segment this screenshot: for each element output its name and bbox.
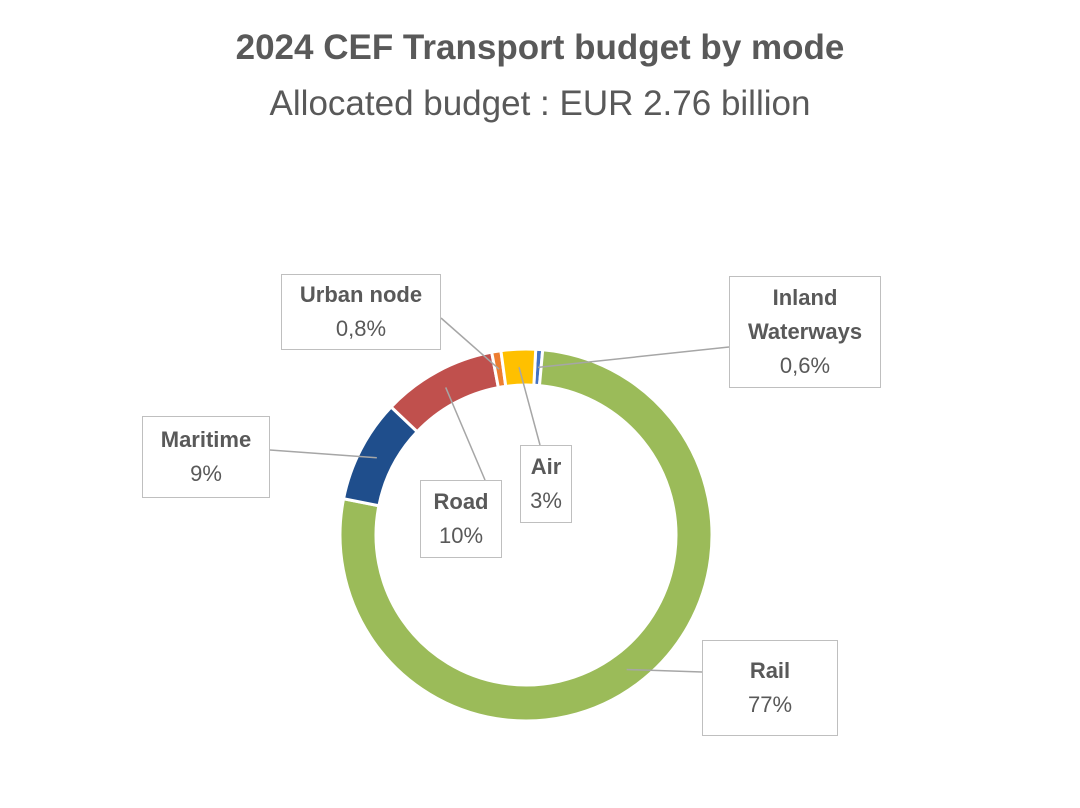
data-label-name: Waterways bbox=[747, 319, 863, 344]
data-label-name: Road bbox=[433, 489, 489, 514]
data-label-name: Maritime bbox=[160, 427, 252, 452]
leader-line-road bbox=[445, 387, 486, 481]
data-label-name: Urban node bbox=[299, 282, 423, 307]
leader-line-urban-node bbox=[440, 317, 500, 370]
data-label-inland-waterways: Inland Waterways 0,6% bbox=[729, 276, 881, 388]
leader-line-air bbox=[518, 366, 541, 446]
data-label-name: Inland bbox=[772, 285, 838, 310]
data-label-name: Rail bbox=[749, 658, 791, 683]
slice-rail bbox=[338, 348, 714, 723]
leader-line-inland-waterways bbox=[537, 346, 730, 369]
slice-road bbox=[388, 350, 501, 434]
data-label-air: Air 3% bbox=[520, 445, 572, 523]
leader-line-maritime bbox=[269, 449, 377, 459]
chart-title: 2024 CEF Transport budget by mode bbox=[235, 28, 845, 67]
data-label-value: 10% bbox=[438, 523, 484, 548]
data-label-maritime: Maritime 9% bbox=[142, 416, 270, 498]
leader-line-rail bbox=[626, 668, 703, 673]
data-label-value: 3% bbox=[530, 488, 562, 513]
data-label-value: 0,8% bbox=[335, 316, 387, 341]
slice-air bbox=[499, 347, 538, 389]
data-label-value: 77% bbox=[747, 692, 793, 717]
data-label-urban-node: Urban node 0,8% bbox=[281, 274, 441, 350]
chart-subtitle: Allocated budget : EUR 2.76 billion bbox=[269, 84, 811, 123]
data-label-value: 0,6% bbox=[779, 353, 831, 378]
data-label-name: Air bbox=[530, 454, 562, 479]
data-label-road: Road 10% bbox=[420, 480, 502, 558]
data-label-rail: Rail 77% bbox=[702, 640, 838, 736]
data-label-value: 9% bbox=[190, 461, 222, 486]
